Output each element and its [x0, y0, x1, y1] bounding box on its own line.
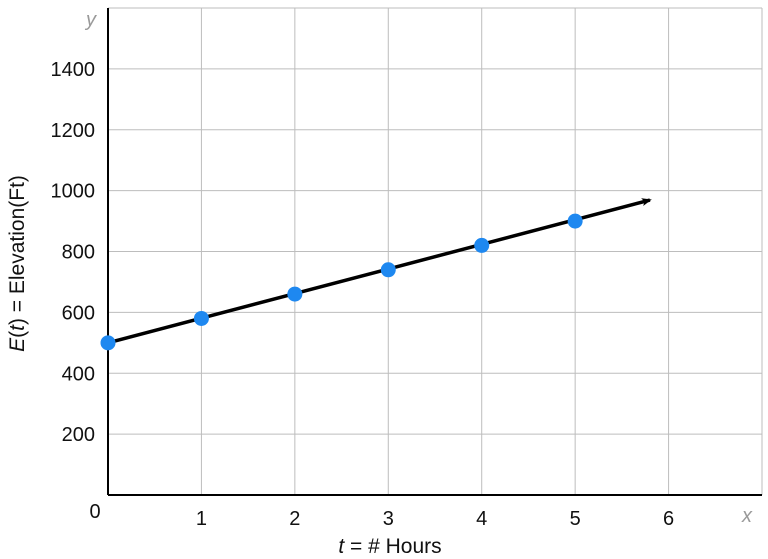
y-tick-label: 800 [62, 242, 95, 264]
data-point [287, 286, 303, 302]
y-tick-label: 200 [62, 424, 95, 446]
x-tick-label: 5 [570, 508, 581, 530]
x-tick-label: 6 [663, 508, 674, 530]
x-axis-title-var: t [338, 535, 345, 558]
data-point [100, 335, 116, 351]
x-axis-title: t = # Hours [338, 535, 441, 558]
x-tick-label: 2 [289, 508, 300, 530]
y-axis-variable: y [84, 9, 97, 31]
y-tick-label: 1200 [51, 120, 96, 142]
y-axis-title-text: ) = Elevation(Ft) [6, 175, 29, 325]
y-tick-label: 400 [62, 363, 95, 385]
x-tick-label: 4 [476, 508, 487, 530]
y-axis-title-fn: E [6, 337, 29, 352]
x-axis-variable: x [741, 505, 753, 527]
grid [108, 7, 763, 495]
data-point [193, 310, 209, 326]
data-point [567, 213, 583, 229]
axes [107, 8, 762, 496]
x-tick-label: 1 [196, 508, 207, 530]
data-points [100, 213, 583, 351]
x-axis-title-text: = # Hours [344, 535, 441, 558]
y-tick-label: 600 [62, 302, 95, 324]
y-axis-title-var: t [6, 324, 29, 331]
y-tick-label: 1400 [51, 59, 96, 81]
tick-labels: 1 2 3 4 5 6 200 400 600 800 1000 1200 1400 [51, 59, 675, 530]
x-tick-label: 3 [383, 508, 394, 530]
data-point [380, 262, 396, 278]
data-point [474, 237, 490, 253]
y-tick-label: 1000 [51, 181, 96, 203]
origin-label: 0 [89, 501, 100, 523]
y-axis-title: E(t) = Elevation(Ft) [6, 175, 29, 352]
y-axis-title-open: ( [6, 331, 29, 338]
